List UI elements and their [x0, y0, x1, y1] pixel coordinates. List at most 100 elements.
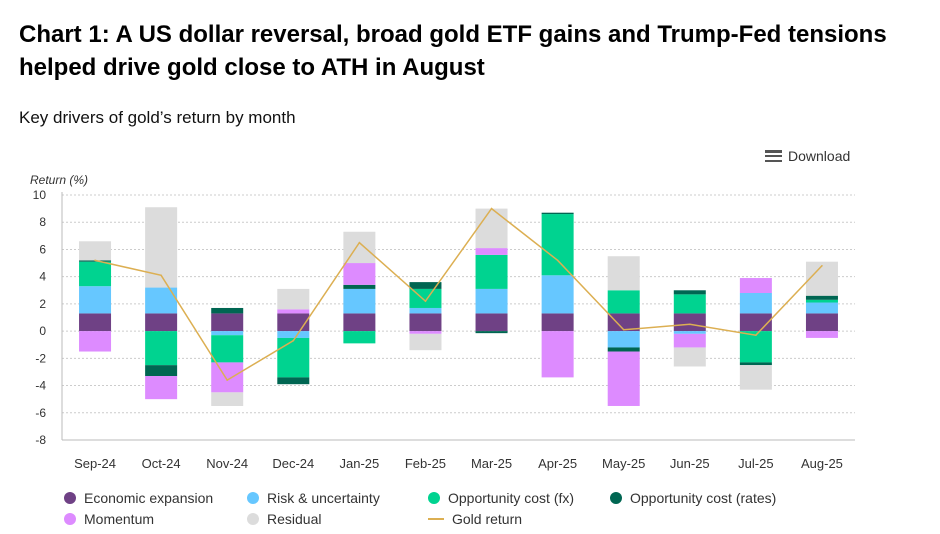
bar-segment — [541, 331, 574, 378]
gold-return-point — [160, 274, 162, 277]
bar-segment — [145, 207, 178, 288]
bar-segment — [805, 295, 838, 300]
bar-segment — [145, 287, 178, 314]
legend-label: Momentum — [84, 511, 155, 527]
y-tick-label: -6 — [35, 406, 46, 420]
gold-return-point — [358, 241, 361, 244]
legend-label: Residual — [267, 511, 322, 527]
gold-return-point — [226, 379, 229, 381]
y-axis-label: Return (%) — [30, 173, 88, 187]
x-tick-label: Apr-25 — [538, 456, 577, 471]
legend-label: Economic expansion — [84, 490, 214, 506]
bar-segment — [541, 212, 574, 215]
gold-return-point — [490, 207, 493, 210]
bar-segment — [805, 299, 838, 303]
bar-segment — [211, 362, 244, 393]
bar-segment — [211, 313, 244, 332]
gold-return-line — [94, 207, 823, 382]
bar-segment — [607, 347, 640, 352]
x-tick-label: Mar-25 — [471, 456, 512, 471]
legend-item[interactable]: Momentum — [64, 511, 154, 527]
bar-segment — [739, 278, 772, 293]
legend-label: Opportunity cost (rates) — [630, 490, 777, 506]
legend-item[interactable]: Opportunity cost (fx) — [428, 490, 574, 506]
bar-segment — [277, 377, 310, 385]
bar-segment — [277, 337, 310, 378]
bar-segment — [409, 331, 442, 334]
bar-segment — [277, 309, 310, 314]
legend-item[interactable]: Residual — [247, 511, 321, 527]
bar-segment — [739, 293, 772, 314]
bar-segment — [79, 286, 112, 314]
y-tick-label: 10 — [33, 188, 47, 202]
legend-item[interactable]: Gold return — [428, 511, 522, 527]
menu-icon — [765, 150, 782, 162]
legend-dot-icon — [428, 492, 440, 504]
bar-segment — [409, 313, 442, 332]
y-tick-label: 2 — [39, 297, 46, 311]
legend-item[interactable]: Economic expansion — [64, 490, 213, 506]
x-tick-label: May-25 — [602, 456, 645, 471]
bar-segment — [541, 313, 574, 332]
legend-item[interactable]: Risk & uncertainty — [247, 490, 380, 506]
x-tick-label: Nov-24 — [206, 456, 248, 471]
bar-segment — [79, 331, 112, 352]
bar-segment — [475, 288, 508, 314]
x-tick-label: Dec-24 — [272, 456, 314, 471]
bar-segment — [277, 313, 310, 332]
bar-segment — [211, 331, 244, 336]
gold-return-point — [821, 264, 823, 267]
bar-segment — [805, 313, 838, 332]
x-tick-label: Jun-25 — [670, 456, 710, 471]
gold-return-point — [622, 328, 625, 331]
y-tick-label: 8 — [39, 215, 46, 229]
bar-segment — [673, 333, 706, 348]
bar-segment — [409, 333, 442, 351]
bar-segment — [805, 302, 838, 314]
legend-label: Opportunity cost (fx) — [448, 490, 575, 506]
bar-segment — [673, 347, 706, 367]
bar-segment — [277, 331, 310, 338]
legend-dot-icon — [247, 492, 259, 504]
bar-segment — [211, 335, 244, 363]
bar-segment — [739, 331, 772, 363]
download-button[interactable]: Download — [765, 148, 850, 164]
y-tick-label: 4 — [39, 270, 46, 284]
x-tick-label: Sep-24 — [74, 456, 116, 471]
gold-return-point — [556, 259, 559, 262]
bar-segment — [475, 313, 508, 332]
legend-label: Gold return — [452, 511, 523, 527]
bar-segment — [739, 362, 772, 366]
x-tick-label: Aug-25 — [801, 456, 843, 471]
bar-segment — [145, 376, 178, 400]
bar-segment — [277, 288, 310, 310]
x-tick-label: Jan-25 — [340, 456, 380, 471]
legend-dot-icon — [610, 492, 622, 504]
y-tick-label: -4 — [35, 379, 46, 393]
bar-segment — [145, 313, 178, 332]
bar-segment — [343, 288, 376, 314]
bar-segment — [343, 284, 376, 289]
download-label: Download — [788, 148, 851, 164]
x-tick-label: Jul-25 — [738, 456, 773, 471]
chart-title: Chart 1: A US dollar reversal, broad gol… — [19, 21, 887, 81]
bar-segment — [673, 313, 706, 332]
legend-item[interactable]: Opportunity cost (rates) — [610, 490, 776, 506]
gold-return-point — [424, 300, 427, 302]
bar-segment — [211, 392, 244, 406]
gold-return-point — [94, 259, 96, 262]
bar-segment — [79, 261, 112, 287]
legend-dot-icon — [247, 513, 259, 525]
bar-segment — [607, 256, 640, 291]
bar-segment — [805, 331, 838, 338]
bar-segment — [343, 313, 376, 332]
gold-return-point — [755, 334, 757, 336]
legend-line-icon — [428, 518, 444, 520]
bar-segment — [541, 214, 574, 276]
bar-segment — [211, 307, 244, 314]
chart-subtitle: Key drivers of gold’s return by month — [19, 108, 296, 127]
bar-segment — [145, 331, 178, 366]
gold-return-point — [292, 339, 295, 342]
gold-return-point — [688, 323, 691, 326]
